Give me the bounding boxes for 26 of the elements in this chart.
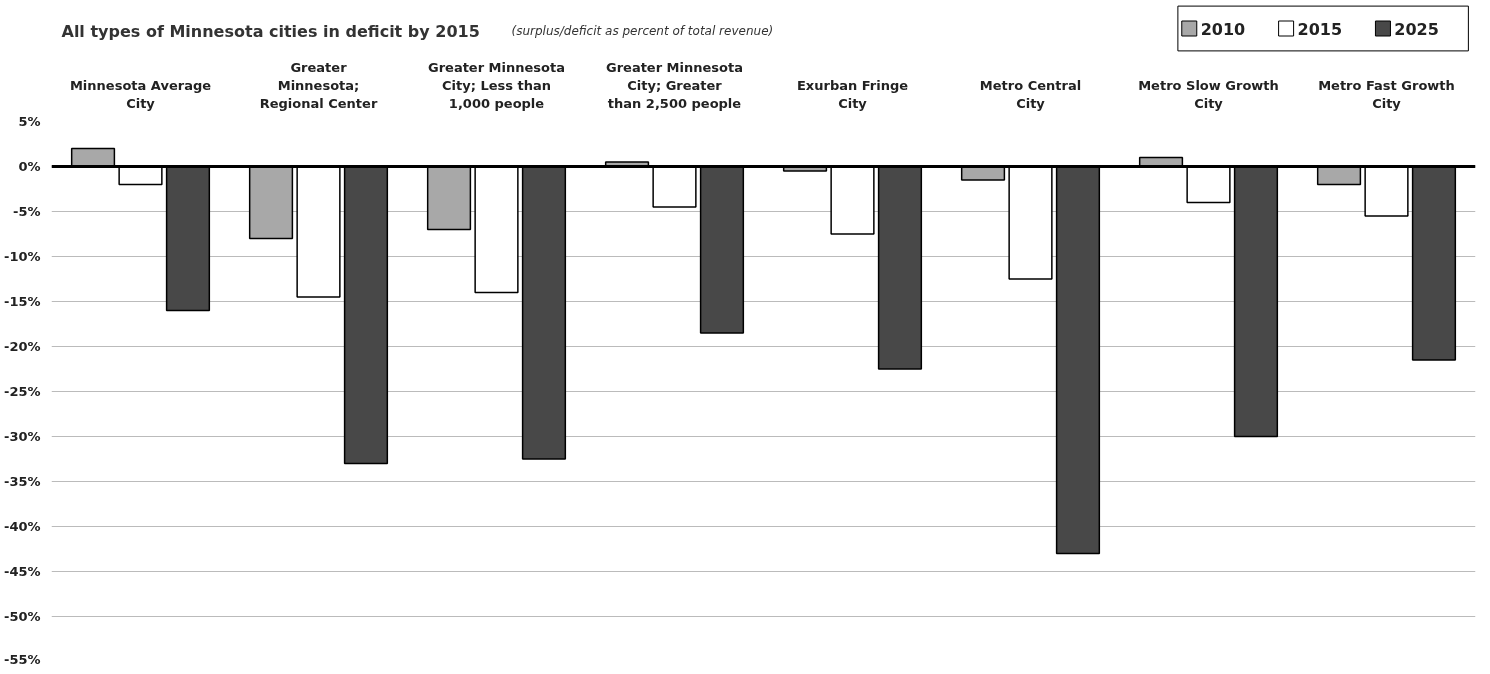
- y-tick-label: -55%: [3, 651, 41, 667]
- x-tick-label: Metro Fast Growth City: [1318, 77, 1455, 111]
- y-tick-label: -20%: [3, 339, 41, 354]
- x-tick-label: Exurban Fringe City: [796, 77, 909, 111]
- y-tick-label: 5%: [18, 114, 41, 129]
- x-tick-label: Minnesota Average City: [69, 77, 212, 111]
- chart-subtitle: (surplus/deficit as percent of total revenue): [511, 24, 774, 39]
- y-tick-label: 0%: [18, 159, 41, 174]
- x-tick-label: Greater Minnesota City; Greater than 2,500 people: [605, 59, 744, 111]
- y-tick-label: -30%: [3, 429, 41, 444]
- y-tick-label: -45%: [3, 564, 41, 579]
- legend-label: 2010: [1200, 19, 1246, 39]
- y-tick-label: -50%: [3, 609, 41, 624]
- y-tick-label: -35%: [3, 474, 41, 489]
- legend-label: 2025: [1394, 19, 1439, 39]
- x-tick-label: Greater Minnesota; Regional Center: [259, 59, 378, 111]
- y-tick-label: -25%: [3, 384, 41, 399]
- x-tick-label: Greater Minnesota City; Less than 1,000 people: [427, 59, 566, 111]
- y-tick-label: -10%: [3, 249, 41, 264]
- legend-label: 2015: [1297, 19, 1343, 39]
- x-tick-label: Metro Slow Growth City: [1138, 77, 1279, 111]
- chart-title: All types of Minnesota cities in deficit by 2015: [61, 21, 480, 41]
- x-tick-label: Metro Central City: [979, 77, 1082, 111]
- y-tick-label: -5%: [13, 204, 41, 219]
- y-tick-label: -15%: [3, 294, 41, 309]
- y-tick-label: -40%: [3, 519, 41, 534]
